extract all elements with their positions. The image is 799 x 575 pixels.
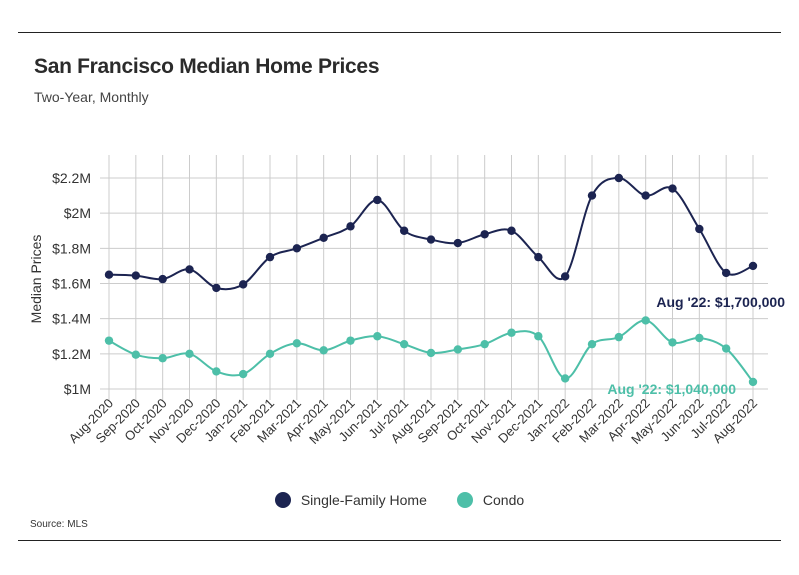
data-point-single-family bbox=[426, 235, 436, 244]
data-point-single-family bbox=[185, 265, 194, 274]
data-point-single-family bbox=[265, 252, 275, 262]
data-point-condo bbox=[158, 354, 167, 363]
y-axis-label: Median Prices bbox=[28, 235, 44, 324]
data-point-condo bbox=[695, 333, 704, 343]
data-point-single-family bbox=[212, 283, 221, 293]
data-point-condo bbox=[614, 332, 624, 342]
data-point-condo bbox=[292, 339, 302, 348]
legend-label-condo: Condo bbox=[482, 492, 525, 508]
data-point-single-family bbox=[373, 195, 382, 205]
data-point-condo bbox=[346, 336, 355, 345]
data-point-single-family bbox=[453, 238, 463, 248]
data-point-single-family bbox=[721, 268, 731, 278]
legend: Single-Family Home Condo bbox=[0, 492, 799, 508]
data-point-single-family bbox=[668, 184, 677, 193]
data-point-single-family bbox=[748, 261, 758, 271]
data-point-condo bbox=[668, 338, 677, 347]
data-point-single-family bbox=[641, 191, 650, 200]
data-point-single-family bbox=[399, 226, 409, 235]
data-point-condo bbox=[534, 332, 543, 341]
chart-subtitle: Two-Year, Monthly bbox=[34, 89, 149, 105]
data-point-condo bbox=[212, 367, 221, 376]
data-point-condo bbox=[641, 316, 650, 325]
legend-item-single-family: Single-Family Home bbox=[274, 492, 427, 508]
data-point-single-family bbox=[587, 191, 597, 200]
data-point-single-family bbox=[507, 226, 516, 235]
data-point-single-family bbox=[534, 252, 543, 262]
data-point-single-family bbox=[158, 274, 167, 284]
data-point-condo bbox=[560, 374, 570, 383]
data-point-condo bbox=[507, 328, 516, 337]
data-point-condo bbox=[319, 346, 328, 355]
data-point-condo bbox=[399, 339, 409, 349]
annotation-condo: Aug '22: $1,040,000 bbox=[607, 381, 736, 397]
data-point-single-family bbox=[238, 280, 248, 289]
data-point-single-family bbox=[695, 224, 704, 234]
annotation-single-family: Aug '22: $1,700,000 bbox=[656, 294, 785, 310]
chart-title: San Francisco Median Home Prices bbox=[34, 55, 380, 78]
y-tick-label: $1.6M bbox=[52, 276, 91, 292]
data-point-condo bbox=[721, 344, 731, 353]
data-point-condo bbox=[426, 348, 436, 358]
data-point-condo bbox=[453, 345, 463, 354]
legend-label-single-family: Single-Family Home bbox=[300, 492, 427, 508]
data-point-condo bbox=[748, 377, 758, 387]
data-point-single-family bbox=[346, 222, 355, 231]
y-tick-label: $2.2M bbox=[52, 170, 91, 186]
data-point-single-family bbox=[614, 173, 624, 183]
data-point-condo bbox=[587, 339, 597, 349]
data-point-condo bbox=[373, 332, 382, 341]
top-rule bbox=[18, 32, 781, 33]
data-point-condo bbox=[265, 349, 275, 359]
y-tick-label: $2M bbox=[64, 205, 91, 221]
source-note: Source: MLS bbox=[30, 519, 88, 530]
data-point-single-family bbox=[292, 244, 302, 253]
y-tick-label: $1.8M bbox=[52, 240, 91, 256]
y-tick-label: $1.4M bbox=[52, 311, 91, 327]
bottom-rule bbox=[18, 540, 781, 541]
legend-swatch-single-family bbox=[274, 492, 291, 508]
data-point-condo bbox=[104, 336, 114, 345]
y-tick-label: $1M bbox=[64, 381, 91, 397]
data-point-condo bbox=[238, 369, 248, 379]
data-point-condo bbox=[480, 339, 489, 349]
data-point-condo bbox=[131, 350, 141, 359]
data-point-single-family bbox=[319, 233, 328, 242]
data-point-single-family bbox=[131, 271, 141, 280]
legend-item-condo: Condo bbox=[456, 492, 525, 508]
y-tick-label: $1.2M bbox=[52, 346, 91, 362]
data-point-single-family bbox=[560, 272, 570, 281]
data-point-condo bbox=[185, 349, 194, 359]
legend-swatch-condo bbox=[456, 492, 473, 508]
data-point-single-family bbox=[480, 230, 489, 239]
data-point-single-family bbox=[104, 270, 114, 279]
